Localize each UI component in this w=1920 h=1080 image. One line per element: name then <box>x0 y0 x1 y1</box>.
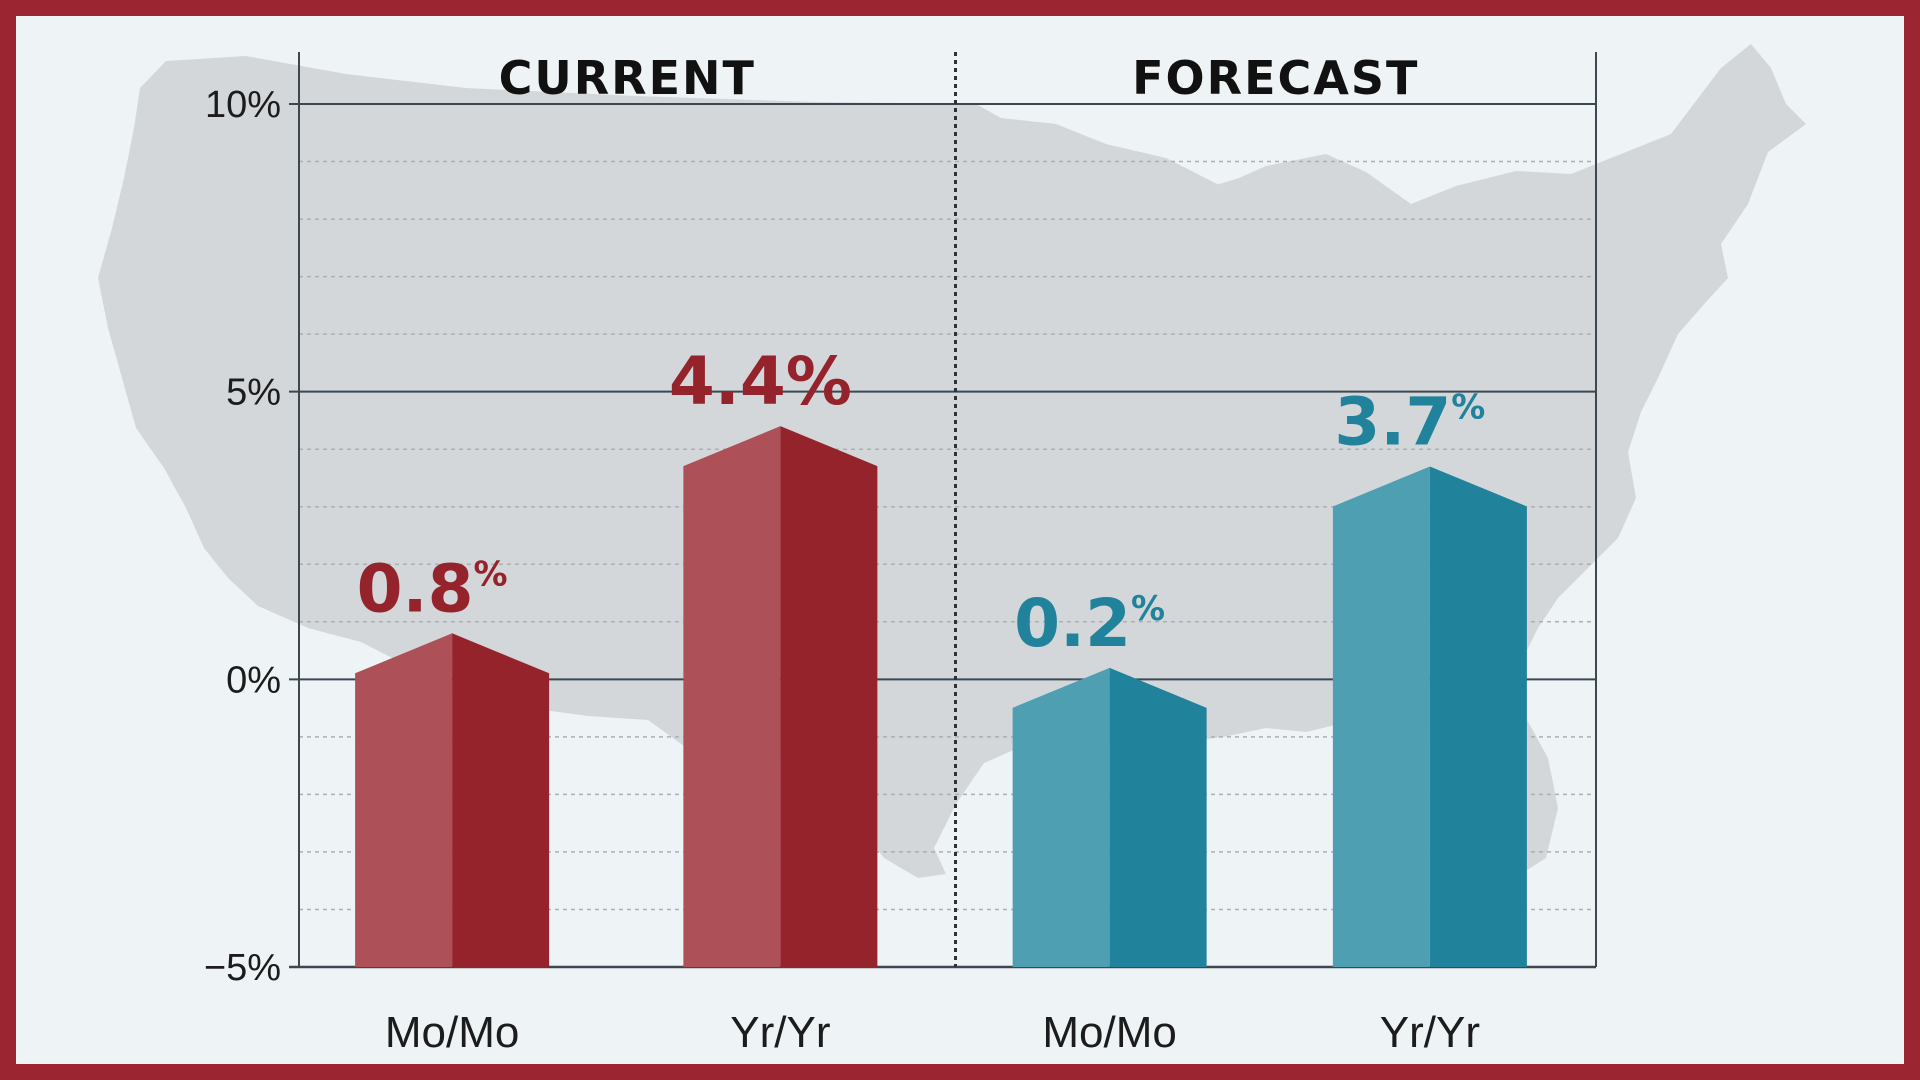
panel-title-current: CURRENT <box>499 51 756 105</box>
bar-current-yr-yr-left-face <box>683 426 781 968</box>
x-category-label: Mo/Mo <box>385 1008 519 1057</box>
x-category-label: Mo/Mo <box>1042 1008 1176 1057</box>
bar-forecast-mo-mo-right-face <box>1109 667 1207 967</box>
panel-title-forecast: FORECAST <box>1132 51 1419 105</box>
y-tick-label: −5% <box>204 947 281 989</box>
data-label-number: 4.4 <box>669 343 786 420</box>
bar-chart: 10% 5% 0% −5% CURRENT 0.8% Mo/Mo 4.4% Yr/Yr FOREC… <box>204 51 1597 1057</box>
axes <box>298 52 1597 967</box>
bar-current-yr-yr-right-face <box>780 426 878 968</box>
x-category-label: Yr/Yr <box>730 1008 830 1057</box>
data-label-suffix: % <box>1131 589 1165 629</box>
data-label-number: 3.7 <box>1334 383 1451 460</box>
bar-forecast-yr-yr-left-face <box>1332 466 1430 967</box>
bar-current-mo-mo-left-face <box>355 633 453 967</box>
data-label: 0.2% <box>1014 585 1165 662</box>
labels: 10% 5% 0% −5% CURRENT 0.8% Mo/Mo 4.4% Yr/Yr FOREC… <box>204 51 1486 1057</box>
y-tick-label: 0% <box>226 659 281 701</box>
data-label-number: 0.2 <box>1014 585 1131 662</box>
data-label: 3.7% <box>1334 383 1485 460</box>
y-tick-label: 10% <box>205 84 281 126</box>
data-label-suffix: % <box>1451 387 1485 427</box>
y-tick-label: 5% <box>226 372 281 414</box>
data-label-number: 0.8 <box>357 550 474 627</box>
bar-forecast-mo-mo-left-face <box>1012 667 1110 967</box>
bar-current-mo-mo-right-face <box>452 633 550 967</box>
x-category-label: Yr/Yr <box>1380 1008 1480 1057</box>
bar-forecast-yr-yr-right-face <box>1429 466 1527 967</box>
data-label-suffix: % <box>474 554 508 594</box>
data-label: 0.8% <box>357 550 508 627</box>
chart-frame: 10% 5% 0% −5% CURRENT 0.8% Mo/Mo 4.4% Yr/Yr FOREC… <box>16 16 1904 1064</box>
data-label-suffix: % <box>786 343 852 420</box>
bars <box>355 426 1527 968</box>
data-label: 4.4% <box>669 343 852 420</box>
